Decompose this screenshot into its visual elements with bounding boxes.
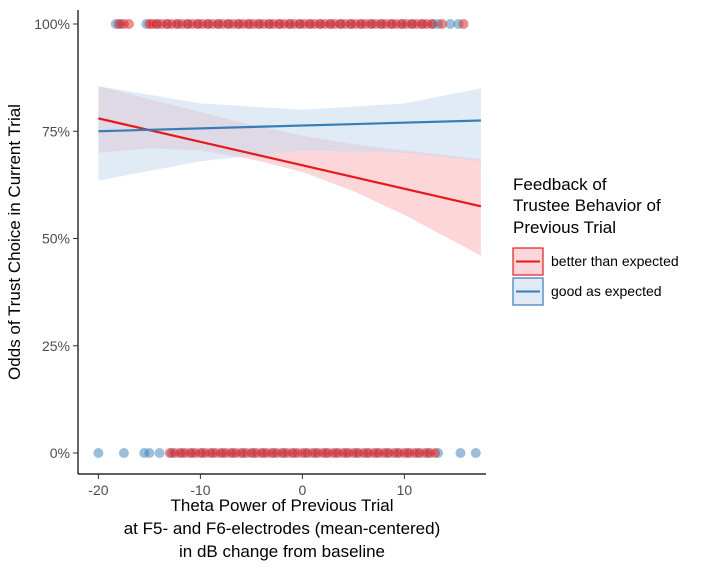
point-better-than-expected	[124, 19, 134, 29]
fit-line-good-as-expected	[98, 119, 481, 133]
x-axis-title-line-2: at F5- and F6-electrodes (mean-centered)	[124, 519, 441, 538]
point-good-as-expected	[154, 448, 165, 458]
y-tick-label: 50%	[42, 231, 70, 247]
point-better-than-expected	[458, 19, 469, 29]
tick-marks: -20 -10 0 100%25%50%75%100%	[34, 16, 412, 498]
x-axis-title-line-3: in dB change from baseline	[179, 542, 385, 561]
x-tick-label: -20	[88, 482, 108, 498]
legend-title-line-1: Feedback of	[513, 175, 607, 194]
point-better-than-expected	[430, 448, 440, 458]
fit-lines	[98, 117, 482, 208]
point-better-than-expected	[437, 19, 448, 29]
point-good-as-expected	[93, 448, 104, 458]
legend: Feedback of Trustee Behavior of Previous…	[512, 175, 679, 306]
y-tick-label: 0%	[50, 445, 70, 461]
point-good-as-expected	[144, 448, 155, 458]
point-good-as-expected	[118, 448, 129, 458]
point-good-as-expected	[445, 19, 456, 29]
axes	[77, 10, 486, 475]
x-axis-title-line-1: Theta Power of Previous Trial	[171, 496, 394, 515]
legend-label-good-as-expected: good as expected	[551, 283, 662, 299]
y-tick-label: 75%	[42, 123, 70, 139]
legend-title-line-2: Trustee Behavior of	[513, 196, 661, 215]
legend-title-line-3: Previous Trial	[513, 218, 616, 237]
x-tick-label: 0	[299, 482, 307, 498]
fit-line-better-than-expected	[98, 117, 482, 208]
x-tick-label: -10	[190, 482, 210, 498]
point-better-than-expected	[426, 19, 437, 29]
y-axis-title: Odds of Trust Choice in Current Trial	[5, 104, 24, 380]
confidence-bands	[98, 86, 481, 256]
y-tick-label: 100%	[34, 16, 70, 32]
ci-band-good-as-expected	[98, 86, 481, 181]
point-good-as-expected	[470, 448, 481, 458]
y-tick-label: 25%	[42, 338, 70, 354]
legend-label-better-than-expected: better than expected	[551, 253, 679, 269]
x-tick-label: 10	[397, 482, 413, 498]
point-good-as-expected	[455, 448, 466, 458]
data-points	[93, 19, 481, 458]
